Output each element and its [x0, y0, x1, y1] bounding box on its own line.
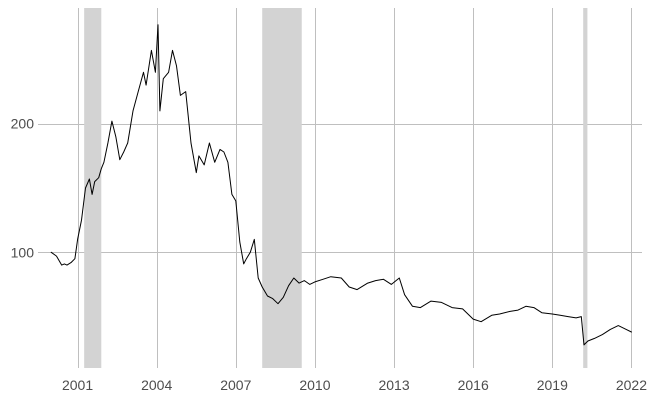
x-axis-tick-labels: 2001 2004 2007 2010 2013 2016 2019 2022: [62, 377, 647, 393]
x-tick-label: 2022: [616, 377, 647, 393]
x-tick-label: 2007: [220, 377, 251, 393]
x-tick-label: 2004: [141, 377, 172, 393]
y-axis-tick-labels: 100 200: [11, 116, 35, 261]
shaded-period-band: [84, 8, 102, 368]
shaded-periods: [84, 8, 588, 368]
x-tick-label: 2019: [537, 377, 568, 393]
shaded-period-band: [262, 8, 302, 368]
x-tick-label: 2010: [299, 377, 330, 393]
y-tick-label: 200: [11, 116, 35, 132]
grid-layer: [38, 8, 642, 368]
series-layer: [50, 24, 632, 346]
y-tick-label: 100: [11, 244, 35, 260]
x-tick-label: 2001: [62, 377, 93, 393]
x-tick-label: 2013: [378, 377, 409, 393]
x-tick-label: 2016: [458, 377, 489, 393]
series-line: [50, 24, 632, 346]
shaded-period-band: [583, 8, 588, 368]
